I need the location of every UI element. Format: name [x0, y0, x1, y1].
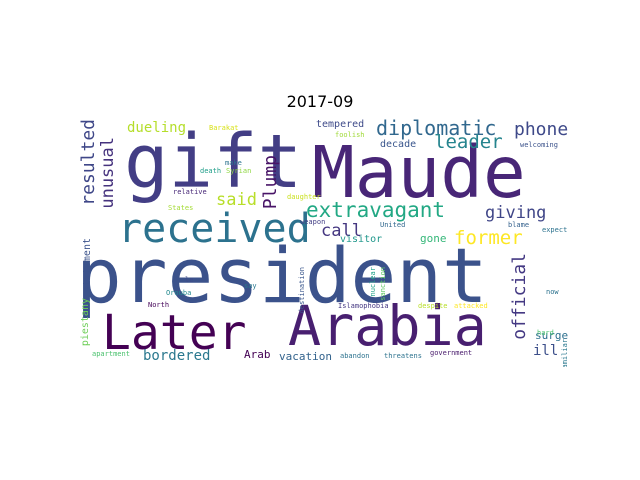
word-giving: giving — [485, 203, 547, 223]
word-syrian: Syrian — [226, 167, 252, 175]
word-president: president — [80, 231, 488, 320]
word-familiar: familiar — [561, 339, 569, 367]
word-hard: hard — [537, 329, 554, 337]
word-said: said — [216, 190, 257, 210]
word-leader: leader — [434, 131, 503, 153]
word-make: make — [225, 159, 242, 167]
word-destination: destination — [298, 267, 306, 314]
word-unusual: unusual — [98, 137, 118, 209]
word-bordered: bordered — [143, 348, 211, 364]
word-death: death — [200, 167, 222, 175]
word-say: say — [244, 282, 257, 290]
word-dueling: dueling — [127, 120, 187, 136]
word-maude: Maude — [312, 131, 526, 214]
word-foolish: foolish — [335, 131, 365, 139]
word-attacked: attacked — [454, 302, 488, 310]
word-former: former — [454, 227, 523, 249]
word-later: Later — [102, 305, 247, 361]
word-daughter: daughter — [287, 193, 321, 201]
word-north: North — [148, 301, 170, 309]
word-official: official — [509, 253, 530, 340]
word-states: States — [168, 204, 194, 212]
word-gone: gone — [420, 232, 447, 245]
word-sanction: sanction — [379, 267, 387, 301]
word-resulted: resulted — [80, 119, 99, 206]
word-extravagant: extravagant — [306, 198, 446, 222]
word-arab: Arab — [244, 348, 271, 361]
word-expect: expect — [542, 226, 568, 234]
word-united: United — [380, 221, 406, 229]
word-phone: phone — [514, 119, 569, 140]
word-decade: decade — [380, 139, 417, 150]
word-ill: ill — [533, 343, 559, 359]
word-islamophobia: Islamophobia — [338, 302, 389, 310]
figure-title: 2017-09 — [286, 92, 354, 111]
word-apartment: apartment — [92, 350, 130, 358]
word-surge: surge — [535, 329, 569, 342]
word-despite: despite — [418, 302, 448, 310]
word-piestany: piestany — [80, 298, 91, 347]
word-arabia: Arabia — [288, 294, 487, 358]
word-cloud: president Maude gift Later Arabia receiv… — [80, 117, 576, 367]
word-weapon: weapon — [300, 218, 326, 226]
word-nuclear: nuclear — [369, 267, 377, 297]
word-diplomatic: diplomatic — [376, 117, 497, 140]
word-le: le — [185, 276, 194, 284]
word-orouba: Orouba — [166, 289, 192, 297]
word-welcoming: welcoming — [520, 141, 558, 149]
word-government: government — [430, 349, 473, 357]
word-blame: blame — [508, 221, 530, 229]
word-tempered: tempered — [316, 119, 365, 130]
word-barakat: Barakat — [209, 124, 239, 132]
word-now: now — [546, 288, 559, 296]
word-vacation: vacation — [279, 350, 332, 363]
word-gift: gift — [124, 119, 303, 205]
word-statement: statement — [82, 238, 93, 293]
word-relative: relative — [173, 188, 207, 196]
word-threatens: threatens — [384, 352, 422, 360]
word-abandon: abandon — [340, 352, 370, 360]
word-plump: Plump — [260, 155, 281, 210]
word-call: call — [321, 221, 362, 241]
word-received: received — [118, 206, 311, 252]
word-visitor: visitor — [340, 234, 383, 245]
